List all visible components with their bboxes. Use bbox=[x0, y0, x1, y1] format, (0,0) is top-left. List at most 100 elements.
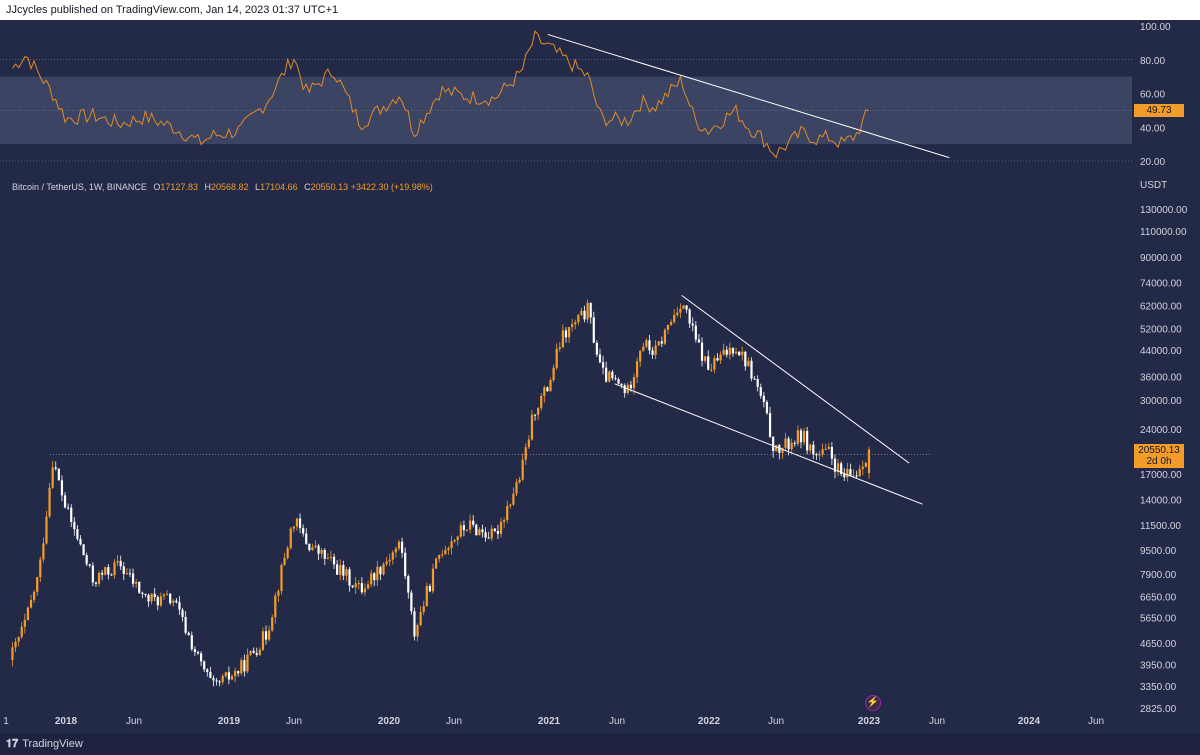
candle-body bbox=[453, 539, 456, 542]
candle-body bbox=[512, 493, 515, 505]
time-tick-label: 1 bbox=[3, 716, 9, 727]
candle-body bbox=[184, 616, 187, 633]
candle-body bbox=[178, 602, 181, 610]
rsi-tick-label: 80.00 bbox=[1140, 56, 1165, 67]
rsi-tick-label: 20.00 bbox=[1140, 157, 1165, 168]
candle-body bbox=[122, 566, 125, 574]
candle-body bbox=[107, 567, 110, 575]
candle-body bbox=[314, 545, 317, 548]
time-tick-label: 2022 bbox=[698, 716, 721, 727]
candle-body bbox=[317, 545, 320, 554]
candle-body bbox=[82, 544, 85, 556]
candle-body bbox=[258, 649, 261, 655]
candle-body bbox=[462, 525, 466, 531]
rsi-line bbox=[12, 30, 870, 159]
candle-body bbox=[673, 314, 676, 322]
candle-body bbox=[861, 466, 864, 469]
candle-body bbox=[571, 324, 574, 328]
candle-body bbox=[425, 586, 428, 607]
price-tick-label: 52000.00 bbox=[1140, 324, 1182, 335]
candle-body bbox=[765, 401, 769, 414]
rsi-panel[interactable]: 100.00 80.00 60.00 40.00 20.00 bbox=[0, 20, 1200, 175]
candle-body bbox=[175, 600, 178, 603]
candle-body bbox=[79, 538, 82, 545]
candle-body bbox=[713, 358, 716, 370]
candle-body bbox=[744, 351, 747, 367]
price-tick-label: 74000.00 bbox=[1140, 278, 1182, 289]
candle-body bbox=[719, 354, 722, 361]
candle-body bbox=[654, 345, 657, 355]
candle-body bbox=[679, 308, 682, 313]
candle-body bbox=[632, 377, 636, 389]
candle-body bbox=[150, 593, 153, 602]
candle-body bbox=[734, 351, 738, 354]
price-tick-label: 3350.00 bbox=[1140, 682, 1177, 693]
candle-body bbox=[799, 430, 803, 443]
candle-body bbox=[193, 649, 197, 652]
candle-body bbox=[493, 528, 496, 531]
candle-body bbox=[793, 442, 796, 444]
candle-body bbox=[840, 463, 843, 474]
candle-body bbox=[203, 661, 206, 670]
high-value: 20568.82 bbox=[210, 182, 249, 192]
candle-body bbox=[97, 572, 101, 584]
candle-body bbox=[790, 442, 793, 450]
candle-body bbox=[240, 660, 243, 674]
tradingview-logo[interactable]: 𝟏𝟕 TradingView bbox=[6, 733, 83, 755]
candle-body bbox=[144, 593, 147, 595]
currency-unit: USDT bbox=[1140, 180, 1168, 191]
candle-body bbox=[434, 558, 438, 569]
price-tick-label: 44000.00 bbox=[1140, 346, 1182, 357]
candle-body bbox=[286, 548, 289, 558]
candle-body bbox=[577, 314, 580, 323]
price-tick-label: 6650.00 bbox=[1140, 592, 1177, 603]
candle-body bbox=[635, 361, 639, 378]
candle-body bbox=[642, 346, 645, 351]
price-tick-label: 62000.00 bbox=[1140, 301, 1182, 312]
price-tick-label: 130000.00 bbox=[1140, 205, 1188, 216]
candle-body bbox=[419, 611, 422, 626]
candle-body bbox=[39, 559, 42, 578]
candle-body bbox=[707, 356, 710, 370]
candle-body bbox=[141, 592, 144, 594]
candle-body bbox=[311, 547, 314, 551]
current-price-value: 20550.13 bbox=[1138, 445, 1180, 456]
time-tick-label: Jun bbox=[126, 716, 142, 727]
candle-body bbox=[255, 652, 258, 655]
lower-trendline bbox=[614, 383, 923, 505]
candle-body bbox=[252, 650, 255, 653]
candle-body bbox=[722, 349, 725, 355]
candle-body bbox=[428, 586, 432, 592]
rsi-tick-label: 40.00 bbox=[1140, 123, 1165, 134]
rsi-tick-label: 60.00 bbox=[1140, 90, 1165, 101]
lightning-icon[interactable]: ⚡ bbox=[865, 695, 881, 711]
candle-body bbox=[227, 672, 231, 680]
candle-body bbox=[700, 342, 704, 361]
candle-body bbox=[147, 594, 150, 602]
candle-body bbox=[589, 302, 592, 318]
candle-body bbox=[292, 526, 295, 529]
candle-body bbox=[76, 529, 79, 539]
candle-body bbox=[308, 543, 311, 551]
time-tick-label: 2023 bbox=[858, 716, 881, 727]
price-tick-label: 90000.00 bbox=[1140, 253, 1182, 264]
candle-body bbox=[444, 549, 447, 555]
candle-body bbox=[323, 549, 326, 559]
candle-body bbox=[125, 573, 128, 575]
candle-body bbox=[246, 654, 249, 672]
candle-body bbox=[824, 448, 827, 450]
candle-body bbox=[499, 521, 503, 534]
high-label: H bbox=[204, 182, 211, 192]
candle-body bbox=[156, 597, 159, 606]
open-label: O bbox=[153, 182, 161, 192]
candle-body bbox=[846, 469, 849, 478]
candle-body bbox=[264, 631, 268, 640]
candle-body bbox=[113, 562, 116, 576]
candle-body bbox=[564, 330, 568, 338]
price-chart[interactable]: 130000.00 110000.00 90000.00 74000.00 62000.… bbox=[0, 178, 1200, 733]
candle-body bbox=[153, 593, 156, 598]
price-tick-label: 110000.00 bbox=[1140, 227, 1187, 238]
time-tick-label: 2018 bbox=[55, 716, 78, 727]
candle-body bbox=[104, 567, 107, 575]
candle-body bbox=[543, 387, 546, 396]
